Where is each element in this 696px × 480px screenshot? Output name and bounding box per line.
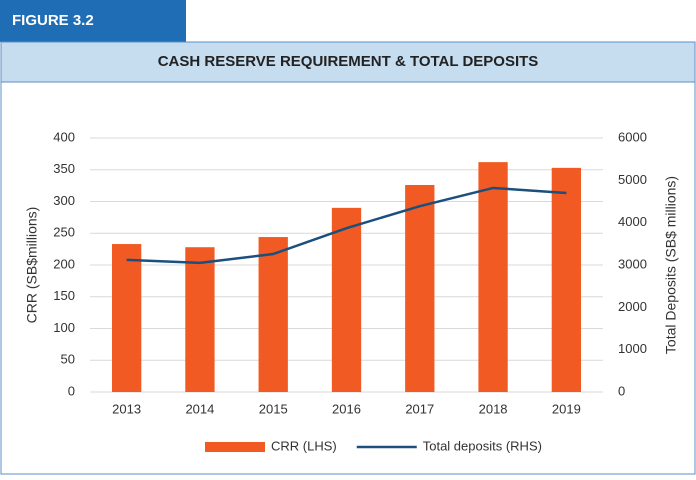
y2-axis-label: Total Deposits (SB$ millions) [663,176,679,354]
y2-tick-label: 4000 [618,214,647,229]
y2-tick-label: 5000 [618,172,647,187]
y-axis-label: CRR (SB$millions) [24,207,40,324]
bar [258,237,288,392]
x-tick-label: 2014 [185,401,214,416]
y-tick-label: 350 [53,161,75,176]
x-tick-label: 2018 [479,401,508,416]
y2-tick-label: 3000 [618,256,647,271]
x-tick-label: 2017 [405,401,434,416]
y2-tick-label: 1000 [618,341,647,356]
x-tick-label: 2019 [552,401,581,416]
y-tick-label: 200 [53,256,75,271]
y-tick-label: 100 [53,320,75,335]
y-tick-label: 400 [53,129,75,144]
y-tick-label: 0 [68,383,75,398]
figure-tab [0,0,186,42]
y-tick-label: 50 [61,352,75,367]
title-band [0,41,696,83]
y2-tick-label: 0 [618,383,625,398]
y-tick-label: 300 [53,193,75,208]
x-tick-label: 2015 [259,401,288,416]
y2-tick-label: 2000 [618,299,647,314]
chart-title: CASH RESERVE REQUIREMENT & TOTAL DEPOSIT… [158,53,539,70]
bar [185,247,215,392]
legend-label: Total deposits (RHS) [423,438,542,453]
y2-tick-label: 6000 [618,129,647,144]
legend-swatch [205,442,265,452]
legend-label: CRR (LHS) [271,438,337,453]
figure-label: FIGURE 3.2 [12,12,94,29]
x-tick-label: 2016 [332,401,361,416]
bar [551,167,582,392]
y-tick-label: 150 [53,288,75,303]
bar [405,184,435,392]
bar [331,207,362,392]
bar [111,244,142,392]
y-tick-label: 250 [53,225,75,240]
x-tick-label: 2013 [112,401,141,416]
bar [478,162,508,392]
line [126,186,567,265]
